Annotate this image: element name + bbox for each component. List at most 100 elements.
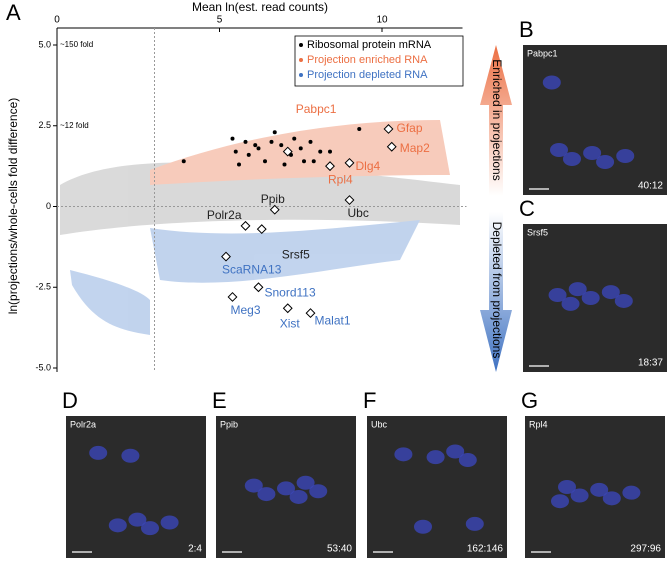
count: 53:40: [327, 544, 352, 555]
legend-swatch: [299, 58, 303, 62]
nucleus: [257, 487, 276, 502]
nucleus: [128, 512, 147, 527]
nucleus: [446, 444, 465, 459]
legend-label: Ribosomal protein mRNA: [307, 39, 432, 51]
nucleus: [570, 488, 589, 503]
point: [318, 149, 323, 154]
nucleus: [244, 478, 263, 493]
point: [279, 143, 284, 148]
gene-marker: [253, 282, 264, 293]
y-axis-label: ln(projections/whole-cells fold differen…: [6, 98, 20, 315]
nucleus: [581, 291, 600, 305]
point: [311, 159, 316, 164]
gene-label: Ppib: [261, 192, 285, 206]
fold-label: ~150 fold: [60, 40, 93, 49]
nucleus: [89, 445, 108, 460]
y-tick-label: 2.5: [38, 120, 51, 130]
gene-marker: [282, 303, 293, 314]
gene-label: ScaRNA13: [222, 263, 282, 277]
nucleus: [622, 485, 641, 500]
gene-label: Polr2a: [207, 208, 242, 222]
nucleus: [296, 475, 315, 490]
point: [269, 139, 274, 144]
nucleus: [550, 143, 568, 157]
gene-marker: [221, 251, 231, 262]
panel-letter: E: [212, 388, 227, 413]
legend-box: [294, 35, 464, 87]
nucleus: [568, 282, 587, 297]
gene-marker: [305, 308, 316, 319]
panel-letter: F: [363, 388, 376, 413]
gene-label: Srsf5: [282, 247, 310, 261]
enriched-arrow: [480, 45, 512, 196]
nucleus: [558, 480, 576, 494]
gene-marker: [383, 124, 394, 134]
y-tick-label: -2.5: [35, 282, 51, 292]
point: [253, 143, 258, 148]
gene-marker: [240, 220, 251, 231]
y-tick-label: 5.0: [38, 39, 51, 49]
gene-label: Map2: [400, 141, 430, 155]
x-axis-label: Mean ln(est. read counts): [192, 0, 328, 14]
nucleus: [277, 481, 295, 496]
point: [272, 130, 277, 135]
gene-label: Ubc: [348, 206, 369, 220]
nucleus: [160, 515, 179, 530]
point: [282, 162, 287, 167]
gene-marker: [344, 195, 355, 205]
nucleus: [601, 285, 620, 300]
x-tick-label: 5: [217, 15, 223, 26]
x-tick-label: 0: [54, 15, 60, 26]
nucleus: [596, 155, 615, 169]
panel-letter: A: [6, 0, 21, 25]
nucleus: [289, 489, 308, 504]
count: 297:96: [630, 544, 661, 555]
point: [308, 139, 313, 144]
legend-label: Projection depleted RNA: [307, 69, 428, 81]
point: [230, 136, 235, 141]
fold-label: ~12 fold: [60, 121, 89, 130]
panel-letter: C: [519, 196, 535, 221]
panel-letter: G: [521, 388, 538, 413]
gene-marker: [256, 224, 267, 235]
gene-marker: [325, 161, 335, 172]
nucleus: [551, 494, 569, 509]
count: 18:37: [638, 358, 663, 369]
nucleus: [616, 149, 635, 163]
count: 40:12: [638, 181, 663, 192]
gene-label: Pabpc1: [296, 102, 337, 116]
depleted-arrow: [480, 212, 512, 372]
point: [237, 162, 241, 167]
point: [233, 149, 238, 154]
nucleus: [108, 518, 127, 533]
nucleus: [548, 288, 567, 303]
nucleus: [561, 296, 580, 311]
gene-name: Ubc: [371, 419, 388, 429]
gene-label: Xist: [280, 316, 301, 330]
x-tick-label: 10: [376, 15, 388, 26]
micrograph: [367, 416, 507, 558]
nucleus: [394, 447, 413, 462]
panel-letter: B: [519, 17, 534, 42]
point: [256, 146, 261, 151]
nucleus: [309, 484, 328, 499]
nucleus: [458, 453, 477, 468]
legend-swatch: [299, 43, 303, 47]
gene-name: Srsf5: [527, 227, 548, 237]
micrograph: [523, 45, 667, 195]
arrow-label: Enriched in projections: [490, 59, 504, 180]
gene-marker: [227, 291, 238, 302]
gene-marker: [344, 157, 355, 168]
gene-label: Dlg4: [356, 159, 381, 173]
nucleus: [562, 152, 581, 166]
point: [263, 159, 267, 164]
point-cloud: [60, 120, 460, 335]
gene-label: Malat1: [315, 313, 351, 327]
nucleus: [583, 146, 602, 160]
point: [181, 159, 186, 164]
gene-marker: [269, 204, 280, 215]
gene-marker: [386, 141, 397, 152]
micrograph: [66, 416, 206, 558]
point: [292, 136, 297, 141]
